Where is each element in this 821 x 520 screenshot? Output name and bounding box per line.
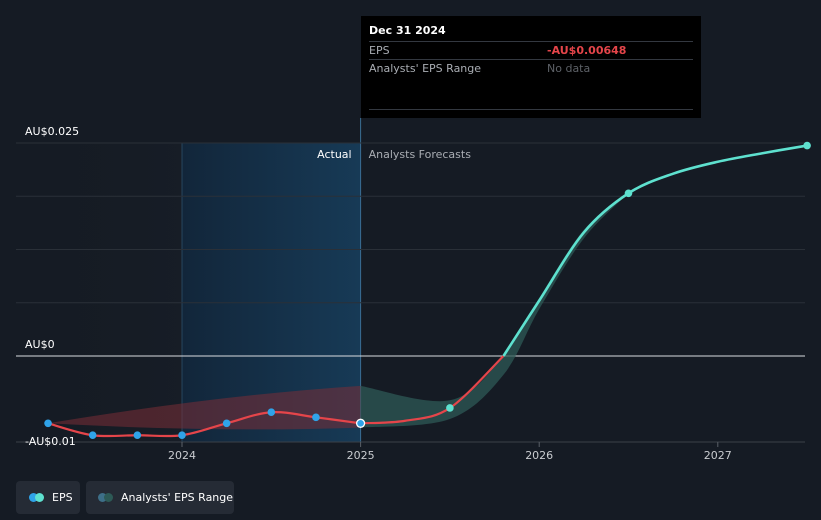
eps-forecast-point — [624, 189, 633, 198]
tooltip-date: Dec 31 2024 — [369, 16, 693, 42]
eps-forecast-line-positive — [502, 144, 808, 357]
legend-range-button[interactable]: Analysts' EPS Range — [86, 481, 234, 514]
tooltip-row-range: Analysts' EPS Range No data — [369, 60, 693, 77]
eps-actual-point — [133, 431, 142, 440]
eps-actual-point — [88, 431, 97, 440]
eps-forecast-point — [446, 404, 454, 412]
tooltip-divider — [369, 109, 693, 110]
legend-eps-label: EPS — [52, 491, 73, 504]
past-eps-range-band — [48, 385, 361, 430]
tooltip-eps-label: EPS — [369, 44, 390, 57]
x-tick-label: 2026 — [525, 449, 553, 462]
y-tick-label: AU$0.025 — [25, 125, 79, 138]
tooltip-eps-value: -AU$0.00648 — [547, 44, 627, 57]
eps-legend-icon — [29, 493, 44, 502]
eps-range-band — [360, 193, 629, 428]
x-tick-label: 2025 — [347, 449, 375, 462]
gridlines — [16, 142, 805, 443]
legend-eps-button[interactable]: EPS — [16, 481, 80, 514]
y-axis-labels: AU$0.025 AU$0 -AU$0.01 — [25, 125, 79, 448]
actual-label: Actual — [317, 148, 351, 161]
legend-range-label: Analysts' EPS Range — [121, 491, 234, 504]
eps-actual-point — [222, 419, 231, 428]
y-tick-label: -AU$0.01 — [25, 435, 76, 448]
eps-markers — [44, 141, 811, 440]
forecast-label: Analysts Forecasts — [369, 148, 472, 161]
tooltip-row-eps: EPS -AU$0.00648 — [369, 42, 693, 60]
eps-forecast-line-negative — [360, 355, 505, 425]
tooltip-range-value: No data — [547, 62, 591, 75]
tooltip-range-label: Analysts' EPS Range — [369, 62, 482, 75]
eps-actual-point — [44, 419, 52, 428]
tooltip: Dec 31 2024 EPS -AU$0.00648 Analysts' EP… — [361, 16, 701, 118]
eps-forecast-point — [803, 141, 811, 150]
eps-actual-point — [267, 408, 276, 417]
x-tick-label: 2027 — [704, 449, 732, 462]
x-tick-label: 2024 — [168, 449, 196, 462]
eps-actual-point — [312, 413, 320, 422]
eps-actual-point — [355, 418, 366, 428]
range-legend-icon — [98, 493, 113, 502]
y-tick-label: AU$0 — [25, 338, 55, 351]
eps-actual-point — [178, 431, 186, 440]
x-axis-labels: 2024 2025 2026 2027 — [168, 442, 732, 462]
